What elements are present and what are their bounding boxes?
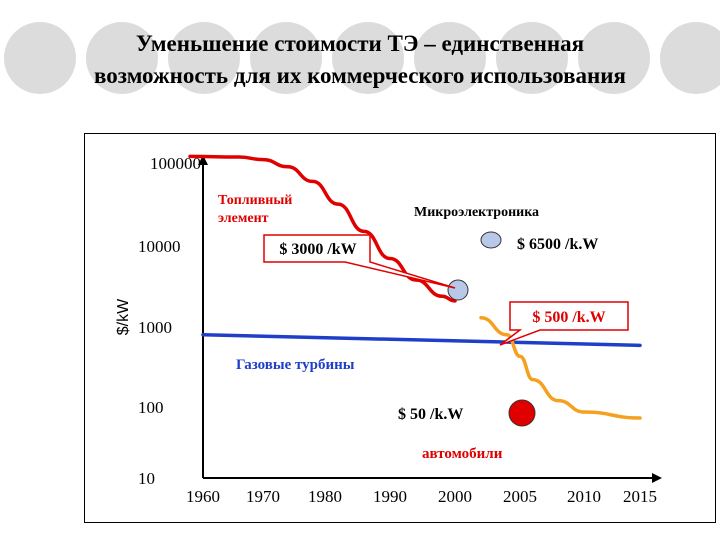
bg-circle-4 bbox=[332, 22, 404, 94]
price-3000-text: $ 3000 /kW bbox=[279, 241, 356, 258]
automobiles-label: автомобили bbox=[422, 446, 503, 462]
title-line-2: возможность для их коммерческого использ… bbox=[94, 63, 626, 88]
x-tick-label: 2000 bbox=[438, 487, 472, 506]
y-tick-label: 10000 bbox=[138, 237, 181, 256]
background-circles bbox=[4, 22, 720, 94]
gas-turbines-label: Газовые турбины bbox=[236, 357, 355, 373]
series-line bbox=[188, 154, 457, 303]
y-tick-label: 100 bbox=[138, 398, 164, 417]
x-tick-label: 1980 bbox=[308, 487, 342, 506]
title-line-1: Уменьшение стоимости ТЭ – единственная bbox=[135, 31, 585, 56]
x-axis-arrow bbox=[652, 473, 662, 483]
price-500-text: $ 500 /k.W bbox=[532, 309, 605, 326]
x-tick-label: 2010 bbox=[567, 487, 601, 506]
bg-circle-1 bbox=[86, 22, 158, 94]
fuel-cell-label-line2: элемент bbox=[218, 211, 269, 226]
price-500-callout bbox=[499, 301, 629, 346]
microelectronics-label: Микроэлектроника bbox=[414, 205, 539, 220]
slide-title: Уменьшение стоимости ТЭ – единственная в… bbox=[0, 28, 720, 92]
y-axis-arrow bbox=[198, 155, 208, 165]
bg-circle-8 bbox=[660, 22, 720, 94]
price-3000-callout bbox=[263, 234, 456, 289]
data-marker bbox=[508, 399, 536, 427]
price-50-text: $ 50 /k.W bbox=[398, 406, 463, 423]
bg-circle-6 bbox=[496, 22, 568, 94]
bg-circle-7 bbox=[578, 22, 650, 94]
bg-circle-5 bbox=[414, 22, 486, 94]
bg-circle-2 bbox=[168, 22, 240, 94]
series-line bbox=[479, 316, 642, 420]
x-tick-label: 2015 bbox=[623, 487, 657, 506]
bg-circle-0 bbox=[4, 22, 76, 94]
y-axis-label: $/kW bbox=[115, 298, 132, 335]
x-tick-label: 1960 bbox=[186, 487, 220, 506]
data-marker bbox=[480, 231, 502, 249]
y-tick-label: 1000 bbox=[138, 318, 172, 337]
fuel-cell-label-line1: Топливный bbox=[218, 193, 292, 208]
bg-circle-3 bbox=[250, 22, 322, 94]
y-tick-label: 100000 bbox=[150, 154, 201, 173]
price-6500-text: $ 6500 /k.W bbox=[517, 236, 598, 253]
x-tick-label: 1970 bbox=[246, 487, 280, 506]
x-tick-label: 1990 bbox=[373, 487, 407, 506]
x-tick-label: 2005 bbox=[503, 487, 537, 506]
series-line bbox=[201, 333, 642, 348]
data-marker bbox=[447, 279, 469, 301]
y-tick-label: 10 bbox=[138, 469, 155, 488]
